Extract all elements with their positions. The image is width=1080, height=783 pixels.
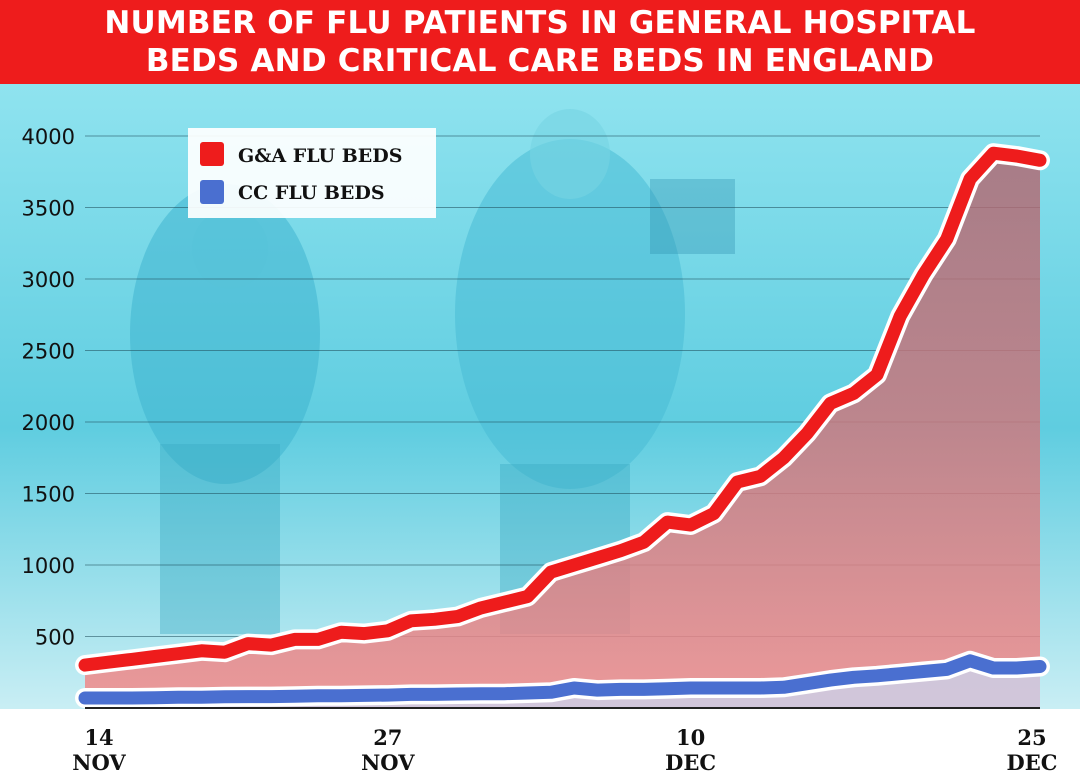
- y-tick-label-1500: 1500: [22, 483, 75, 507]
- chart-area: 500 1000 1500 2000 2500 3000 3500 4000 14 NOV 27 N…: [0, 84, 1080, 783]
- y-tick-label-3000: 3000: [22, 268, 75, 292]
- y-tick-label-500: 500: [35, 626, 75, 650]
- y-tick-label-1000: 1000: [22, 554, 75, 578]
- area-fill-series-0: [85, 153, 1040, 708]
- x-tick-label-0-month: NOV: [72, 750, 126, 775]
- x-tick-label-2-month: DEC: [665, 750, 716, 775]
- x-tick-label-2-day: 10: [676, 725, 705, 750]
- x-tick-label-0-day: 14: [84, 725, 113, 750]
- x-tick-label-1-month: NOV: [361, 750, 415, 775]
- legend-label-cc: CC FLU BEDS: [238, 182, 385, 204]
- y-tick-label-4000: 4000: [22, 125, 75, 149]
- x-tick-label-3-day: 25: [1017, 725, 1046, 750]
- legend-swatch-cc: [200, 180, 224, 204]
- line-series-1: [78, 654, 1047, 705]
- chart-title-line-1: NUMBER OF FLU PATIENTS IN GENERAL HOSPIT…: [104, 5, 976, 41]
- chart-title: NUMBER OF FLU PATIENTS IN GENERAL HOSPIT…: [0, 0, 1080, 84]
- legend-box: [188, 128, 436, 218]
- x-tick-label-1-day: 27: [373, 725, 402, 750]
- legend-swatch-ga: [200, 142, 224, 166]
- y-tick-label-2500: 2500: [22, 340, 75, 364]
- series-lines: [75, 143, 1050, 708]
- legend-label-ga: G&A FLU BEDS: [238, 145, 402, 167]
- y-tick-label-3500: 3500: [22, 197, 75, 221]
- line-series-0: [78, 146, 1047, 672]
- y-tick-label-2000: 2000: [22, 411, 75, 435]
- chart-title-line-2: BEDS AND CRITICAL CARE BEDS IN ENGLAND: [145, 43, 935, 79]
- y-axis-ticks: 500 1000 1500 2000 2500 3000 3500 4000: [22, 125, 75, 650]
- x-tick-label-3-month: DEC: [1007, 750, 1058, 775]
- legend: G&A FLU BEDS CC FLU BEDS: [188, 128, 436, 218]
